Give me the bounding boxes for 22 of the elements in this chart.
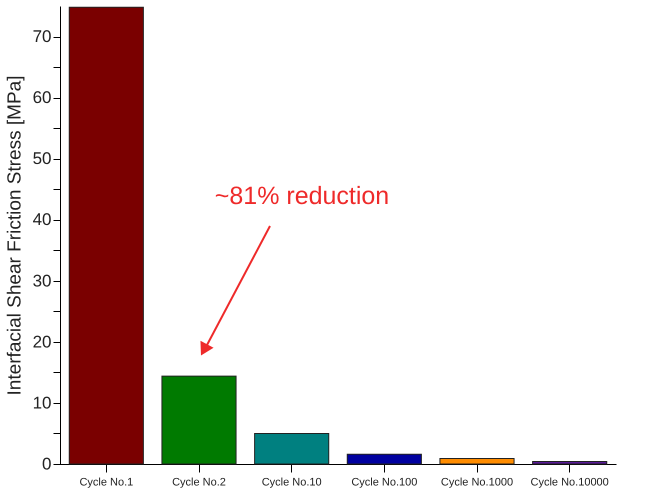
x-tick-label: Cycle No.2: [172, 476, 226, 488]
bar: [254, 432, 330, 464]
y-tick-label: 20: [32, 332, 52, 352]
bar: [346, 454, 422, 464]
y-tick-label: 70: [32, 27, 52, 46]
x-tick-label: Cycle No.1: [79, 476, 134, 488]
y-tick-label: 40: [32, 210, 52, 230]
y-tick-label: 50: [32, 149, 52, 168]
y-tick-label: 0: [42, 454, 52, 474]
bar: [439, 458, 515, 464]
bar: [532, 461, 608, 464]
annotation: ~81% reduction: [214, 182, 390, 210]
x-tick-label: Cycle No.10000: [530, 476, 609, 488]
y-tick-label: 60: [32, 88, 52, 108]
x-tick-label: Cycle No.100: [351, 476, 418, 488]
bar: [161, 376, 237, 464]
y-axis-title: Interfacial Shear Friction Stress [MPa]: [4, 76, 26, 396]
bar: [68, 6, 144, 464]
x-tick-label: Cycle No.1000: [440, 476, 514, 488]
y-tick-label: 10: [32, 393, 52, 412]
x-tick-label: Cycle No.10: [262, 476, 322, 488]
y-tick-label: 30: [32, 271, 52, 290]
